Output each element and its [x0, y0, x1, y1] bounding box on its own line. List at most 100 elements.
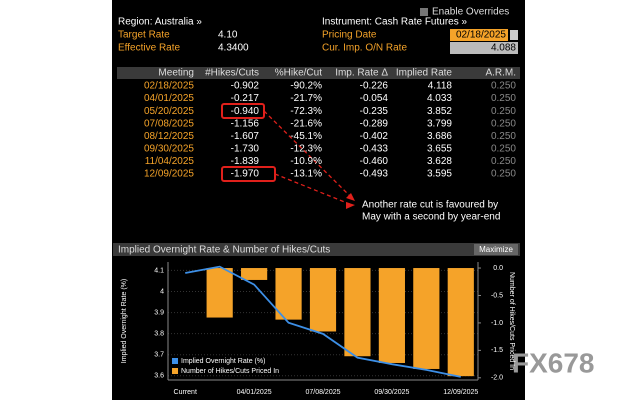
bar	[344, 268, 371, 357]
legend-swatch	[172, 358, 178, 364]
bar	[275, 268, 302, 320]
table-cell: -0.460	[360, 156, 389, 167]
table-cell: 3.595	[427, 169, 452, 180]
x-tick-label: 12/09/2025	[443, 389, 478, 396]
table-cell: 0.250	[491, 156, 516, 167]
table-cell: 4.033	[427, 93, 452, 104]
calendar-icon[interactable]	[510, 30, 518, 40]
table-cell: -0.402	[360, 131, 389, 142]
field-label: Cur. Imp. O/N Rate	[322, 43, 407, 54]
field-value: 4.10	[218, 30, 238, 41]
table-cell: -0.940	[231, 106, 260, 117]
table-cell: 0.250	[491, 143, 516, 154]
y-tick-label: 3.6	[154, 373, 164, 380]
bar	[241, 268, 268, 280]
column-header: Meeting	[158, 68, 194, 79]
y-tick-label: 4	[160, 288, 164, 295]
table-cell: -0.217	[231, 93, 260, 104]
maximize-label[interactable]: Maximize	[479, 245, 513, 254]
table-cell: 0.250	[491, 93, 516, 104]
table-header	[117, 67, 520, 79]
watermark: FX678	[512, 347, 595, 378]
column-header: Imp. Rate Δ	[335, 68, 388, 79]
field-value: 4.3400	[218, 43, 249, 54]
table-cell: 0.250	[491, 118, 516, 129]
y2-tick-label: -1.0	[491, 320, 503, 327]
y2-axis-label: Number of Hikes/Cuts Priced In	[508, 272, 515, 370]
bar	[206, 268, 233, 318]
y2-tick-label: -2.0	[491, 375, 503, 382]
instrument[interactable]: Instrument: Cash Rate Futures »	[322, 17, 468, 28]
table-cell: -0.054	[360, 93, 389, 104]
legend-label: Implied Overnight Rate (%)	[181, 358, 265, 365]
field-label: Effective Rate	[118, 43, 181, 54]
line	[185, 265, 461, 378]
table-cell: 05/20/2025	[144, 106, 194, 117]
x-tick-label: Current	[174, 389, 197, 396]
date-input[interactable]	[450, 29, 508, 41]
x-tick-label: 07/08/2025	[305, 389, 340, 396]
table-cell: -1.839	[231, 156, 260, 167]
table-cell: -13.1%	[290, 169, 322, 180]
column-header: #Hikes/Cuts	[205, 68, 259, 79]
table-cell: -21.7%	[290, 93, 322, 104]
table-cell: -21.6%	[290, 118, 322, 129]
table-cell: -1.156	[231, 118, 260, 129]
table-cell: 07/08/2025	[144, 118, 194, 129]
field-value[interactable]: 02/18/2025	[456, 30, 506, 41]
field-value: 4.088	[491, 43, 516, 54]
bar	[413, 268, 440, 369]
column-header: A.R.M.	[485, 68, 516, 79]
checkbox[interactable]	[420, 8, 428, 16]
field-label: Target Rate	[118, 30, 170, 41]
column-header: %Hike/Cut	[275, 68, 322, 79]
table-cell: -0.289	[360, 118, 389, 129]
table-cell: 08/12/2025	[144, 131, 194, 142]
y-axis-label: Implied Overnight Rate (%)	[121, 279, 128, 363]
legend-swatch	[172, 368, 178, 374]
table-cell: -1.970	[231, 169, 260, 180]
bar	[309, 268, 337, 332]
annotation: Another rate cut is favoured by	[362, 200, 498, 211]
table-cell: -0.226	[360, 81, 389, 92]
table-cell: -90.2%	[290, 81, 322, 92]
legend-label: Number of Hikes/Cuts Priced In	[181, 368, 279, 375]
y2-tick-label: 0.0	[493, 265, 503, 272]
annotation: May with a second by year-end	[362, 212, 500, 223]
value-box	[450, 42, 518, 54]
table-cell: 11/04/2025	[145, 156, 195, 167]
table-cell: -0.235	[360, 106, 389, 117]
enable-overrides[interactable]: Enable Overrides	[432, 7, 509, 18]
y-tick-label: 3.7	[154, 352, 164, 359]
table-cell: 04/01/2025	[144, 93, 194, 104]
table-cell: -10.9%	[290, 156, 322, 167]
table-cell: 09/30/2025	[144, 143, 194, 154]
table-cell: -0.493	[360, 169, 389, 180]
table-cell: -45.1%	[290, 131, 322, 142]
table-cell: 0.250	[491, 169, 516, 180]
y-tick-label: 4.1	[154, 267, 164, 274]
table-cell: 3.852	[427, 106, 452, 117]
table-cell: 12/09/2025	[144, 169, 194, 180]
table-cell: 3.628	[427, 156, 452, 167]
table-cell: -1.730	[231, 143, 260, 154]
table-cell: -0.433	[360, 143, 389, 154]
table-cell: 0.250	[491, 81, 516, 92]
y2-tick-label: -0.5	[491, 292, 503, 299]
x-tick-label: 09/30/2025	[374, 389, 409, 396]
x-tick-label: 04/01/2025	[237, 389, 272, 396]
field-label: Pricing Date	[322, 30, 377, 41]
table-cell: 0.250	[491, 131, 516, 142]
table-cell: -12.3%	[290, 143, 322, 154]
maximize-button[interactable]	[474, 244, 518, 255]
table-cell: 3.799	[427, 118, 452, 129]
table-cell: 0.250	[491, 106, 516, 117]
table-cell: -72.3%	[290, 106, 322, 117]
table-cell: 4.118	[428, 81, 453, 92]
column-header: Implied Rate	[396, 68, 453, 79]
region[interactable]: Region: Australia »	[118, 17, 202, 28]
arrowhead	[346, 193, 355, 209]
y2-tick-label: -1.5	[491, 347, 503, 354]
